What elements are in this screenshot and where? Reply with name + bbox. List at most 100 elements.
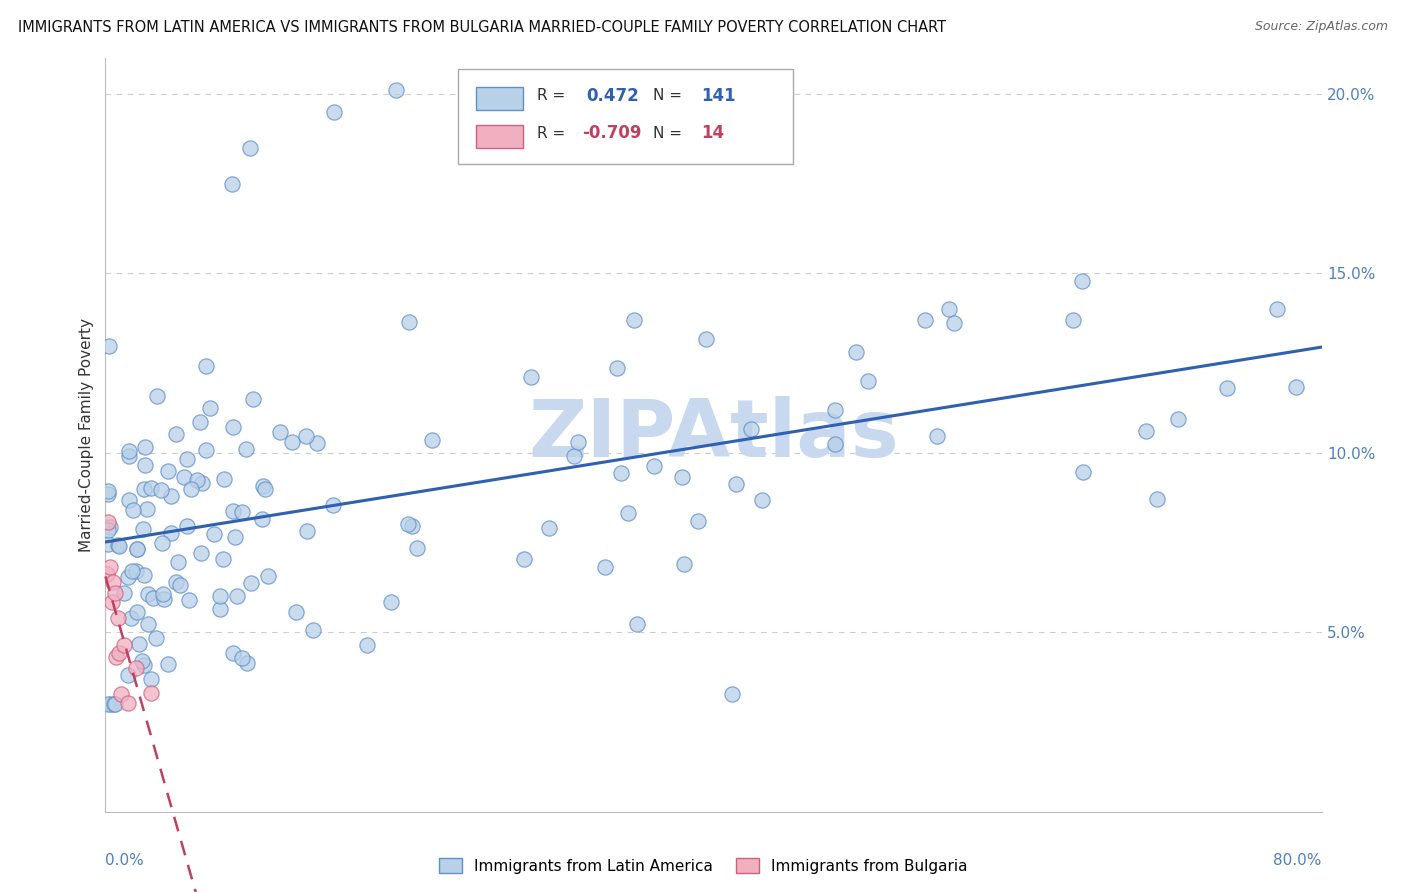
Point: [117, 697, 139, 711]
Point: [1167, 412, 1189, 426]
Point: [307, 436, 329, 450]
Point: [323, 104, 346, 119]
Point: [856, 374, 879, 388]
Point: [112, 638, 135, 652]
Point: [221, 419, 243, 434]
Point: [195, 359, 218, 374]
Point: [297, 524, 319, 539]
Point: [281, 434, 304, 449]
Point: [103, 697, 125, 711]
Point: [824, 437, 846, 451]
Text: 14: 14: [702, 124, 724, 143]
Point: [142, 591, 165, 605]
Point: [167, 556, 190, 570]
Point: [139, 686, 162, 700]
Point: [145, 389, 167, 403]
Point: [107, 538, 129, 552]
Point: [208, 602, 231, 616]
Text: R =: R =: [537, 126, 565, 141]
Point: [103, 697, 125, 711]
Point: [173, 470, 195, 484]
Point: [118, 449, 141, 463]
Text: R =: R =: [537, 88, 565, 103]
Point: [250, 511, 273, 525]
Point: [135, 502, 157, 516]
Point: [186, 473, 208, 487]
Text: 141: 141: [702, 87, 735, 104]
Point: [125, 605, 148, 619]
Point: [222, 646, 245, 660]
Text: 0.472: 0.472: [586, 87, 638, 104]
Point: [191, 475, 214, 490]
Point: [239, 141, 262, 155]
Point: [117, 668, 139, 682]
Point: [156, 464, 179, 478]
Point: [176, 451, 198, 466]
Point: [294, 429, 316, 443]
Point: [125, 661, 148, 675]
Text: IMMIGRANTS FROM LATIN AMERICA VS IMMIGRANTS FROM BULGARIA MARRIED-COUPLE FAMILY : IMMIGRANTS FROM LATIN AMERICA VS IMMIGRA…: [18, 20, 946, 35]
Point: [236, 656, 259, 670]
Point: [150, 536, 173, 550]
Point: [110, 687, 132, 701]
Point: [380, 595, 402, 609]
Point: [914, 312, 936, 326]
Point: [117, 444, 139, 458]
Point: [254, 482, 277, 496]
Point: [824, 402, 846, 417]
Point: [98, 339, 121, 353]
Point: [927, 429, 949, 443]
Point: [107, 611, 129, 625]
Point: [606, 360, 628, 375]
Point: [202, 527, 225, 541]
Point: [240, 576, 263, 591]
Point: [134, 657, 156, 672]
Point: [208, 589, 231, 603]
Point: [686, 514, 709, 528]
Point: [242, 392, 264, 406]
Point: [198, 401, 221, 415]
Point: [100, 594, 122, 608]
Point: [938, 301, 960, 316]
Text: Source: ZipAtlas.com: Source: ZipAtlas.com: [1254, 20, 1388, 33]
Point: [845, 344, 868, 359]
Point: [405, 541, 427, 555]
Point: [134, 440, 156, 454]
Point: [136, 617, 159, 632]
Point: [139, 481, 162, 495]
Point: [97, 697, 120, 711]
Point: [302, 623, 325, 637]
Point: [125, 565, 148, 579]
Point: [1062, 313, 1084, 327]
FancyBboxPatch shape: [458, 70, 793, 163]
Point: [1265, 301, 1288, 316]
Point: [103, 586, 125, 600]
Point: [1135, 424, 1157, 438]
Point: [672, 557, 695, 571]
Point: [128, 637, 150, 651]
Point: [422, 434, 444, 448]
Point: [117, 569, 139, 583]
Point: [100, 697, 122, 711]
Point: [190, 546, 212, 560]
Point: [942, 316, 965, 330]
Point: [153, 592, 176, 607]
Point: [626, 617, 648, 632]
Point: [252, 478, 274, 492]
Point: [105, 650, 128, 665]
Point: [538, 521, 561, 535]
Point: [720, 687, 742, 701]
Text: ZIPAtlas: ZIPAtlas: [529, 396, 898, 474]
Point: [623, 312, 645, 326]
Point: [1071, 465, 1094, 479]
FancyBboxPatch shape: [477, 125, 523, 148]
Point: [595, 559, 617, 574]
Point: [235, 442, 257, 456]
Point: [96, 523, 118, 537]
Y-axis label: Married-Couple Family Poverty: Married-Couple Family Poverty: [79, 318, 94, 552]
Point: [740, 422, 762, 436]
Point: [1070, 274, 1092, 288]
Point: [98, 560, 121, 574]
Point: [98, 520, 121, 534]
Text: -0.709: -0.709: [582, 124, 641, 143]
